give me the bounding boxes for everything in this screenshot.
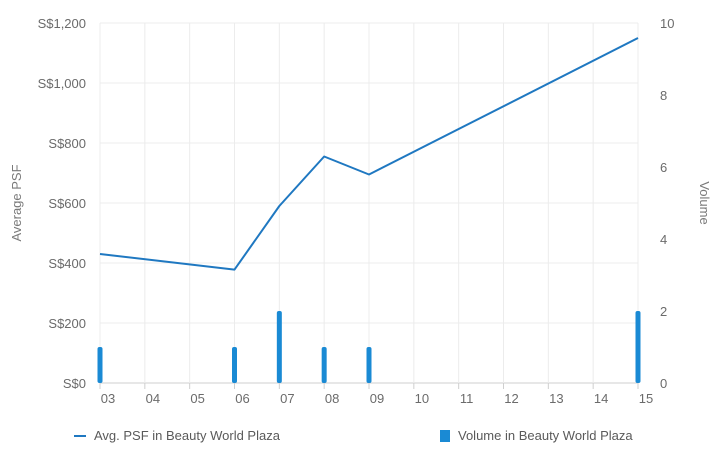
x-tick-label: 05	[190, 391, 204, 406]
volume-bar	[366, 347, 372, 383]
volume-bar	[321, 347, 327, 383]
legend-line-swatch	[74, 434, 86, 437]
legend-label-volume: Volume in Beauty World Plaza	[458, 428, 633, 443]
x-tick-label: 07	[280, 391, 294, 406]
y-right-tick-label: 2	[660, 304, 667, 319]
x-tick-label: 14	[594, 391, 608, 406]
volume-bar	[97, 347, 103, 383]
y-left-tick-label: S$1,200	[38, 16, 86, 31]
x-tick-label: 08	[325, 391, 339, 406]
legend-box-swatch	[440, 429, 450, 442]
legend-item-volume[interactable]: Volume in Beauty World Plaza	[440, 428, 633, 443]
legend-label-avg-psf: Avg. PSF in Beauty World Plaza	[94, 428, 280, 443]
x-tick-label: 12	[504, 391, 518, 406]
y-left-axis-title: Average PSF	[9, 164, 24, 241]
y-right-tick-label: 6	[660, 160, 667, 175]
volume-bar	[232, 347, 237, 383]
avg-psf-line	[99, 37, 639, 271]
volume-bar	[276, 311, 282, 383]
y-left-tick-label: S$400	[48, 256, 86, 271]
x-tick-label: 15	[639, 391, 653, 406]
y-left-tick-label: S$0	[63, 376, 86, 391]
x-tick-label: 11	[460, 391, 474, 406]
y-left-tick-label: S$200	[48, 316, 86, 331]
legend-item-avg-psf[interactable]: Avg. PSF in Beauty World Plaza	[74, 428, 280, 443]
x-tick-label: 04	[146, 391, 160, 406]
y-left-tick-label: S$800	[48, 136, 86, 151]
x-tick-label: 10	[415, 391, 429, 406]
y-right-axis-title: Volume	[697, 181, 712, 224]
y-right-tick-label: 8	[660, 88, 667, 103]
x-tick-label: 13	[549, 391, 563, 406]
x-tick-label: 03	[101, 391, 115, 406]
chart-svg: S$0 S$200 S$400 S$600 S$800 S$1,000 S$1,200 03 0…	[9, 16, 712, 406]
y-left-tick-label: S$600	[48, 196, 86, 211]
x-tick-label: 09	[370, 391, 384, 406]
x-tick-label: 06	[235, 391, 249, 406]
y-left-tick-label: S$1,000	[38, 76, 86, 91]
y-right-tick-label: 4	[660, 232, 667, 247]
legend: Avg. PSF in Beauty World Plaza Volume in…	[0, 428, 722, 448]
y-right-tick-label: 0	[660, 376, 667, 391]
y-right-tick-label: 10	[660, 16, 674, 31]
volume-bar	[635, 311, 641, 383]
